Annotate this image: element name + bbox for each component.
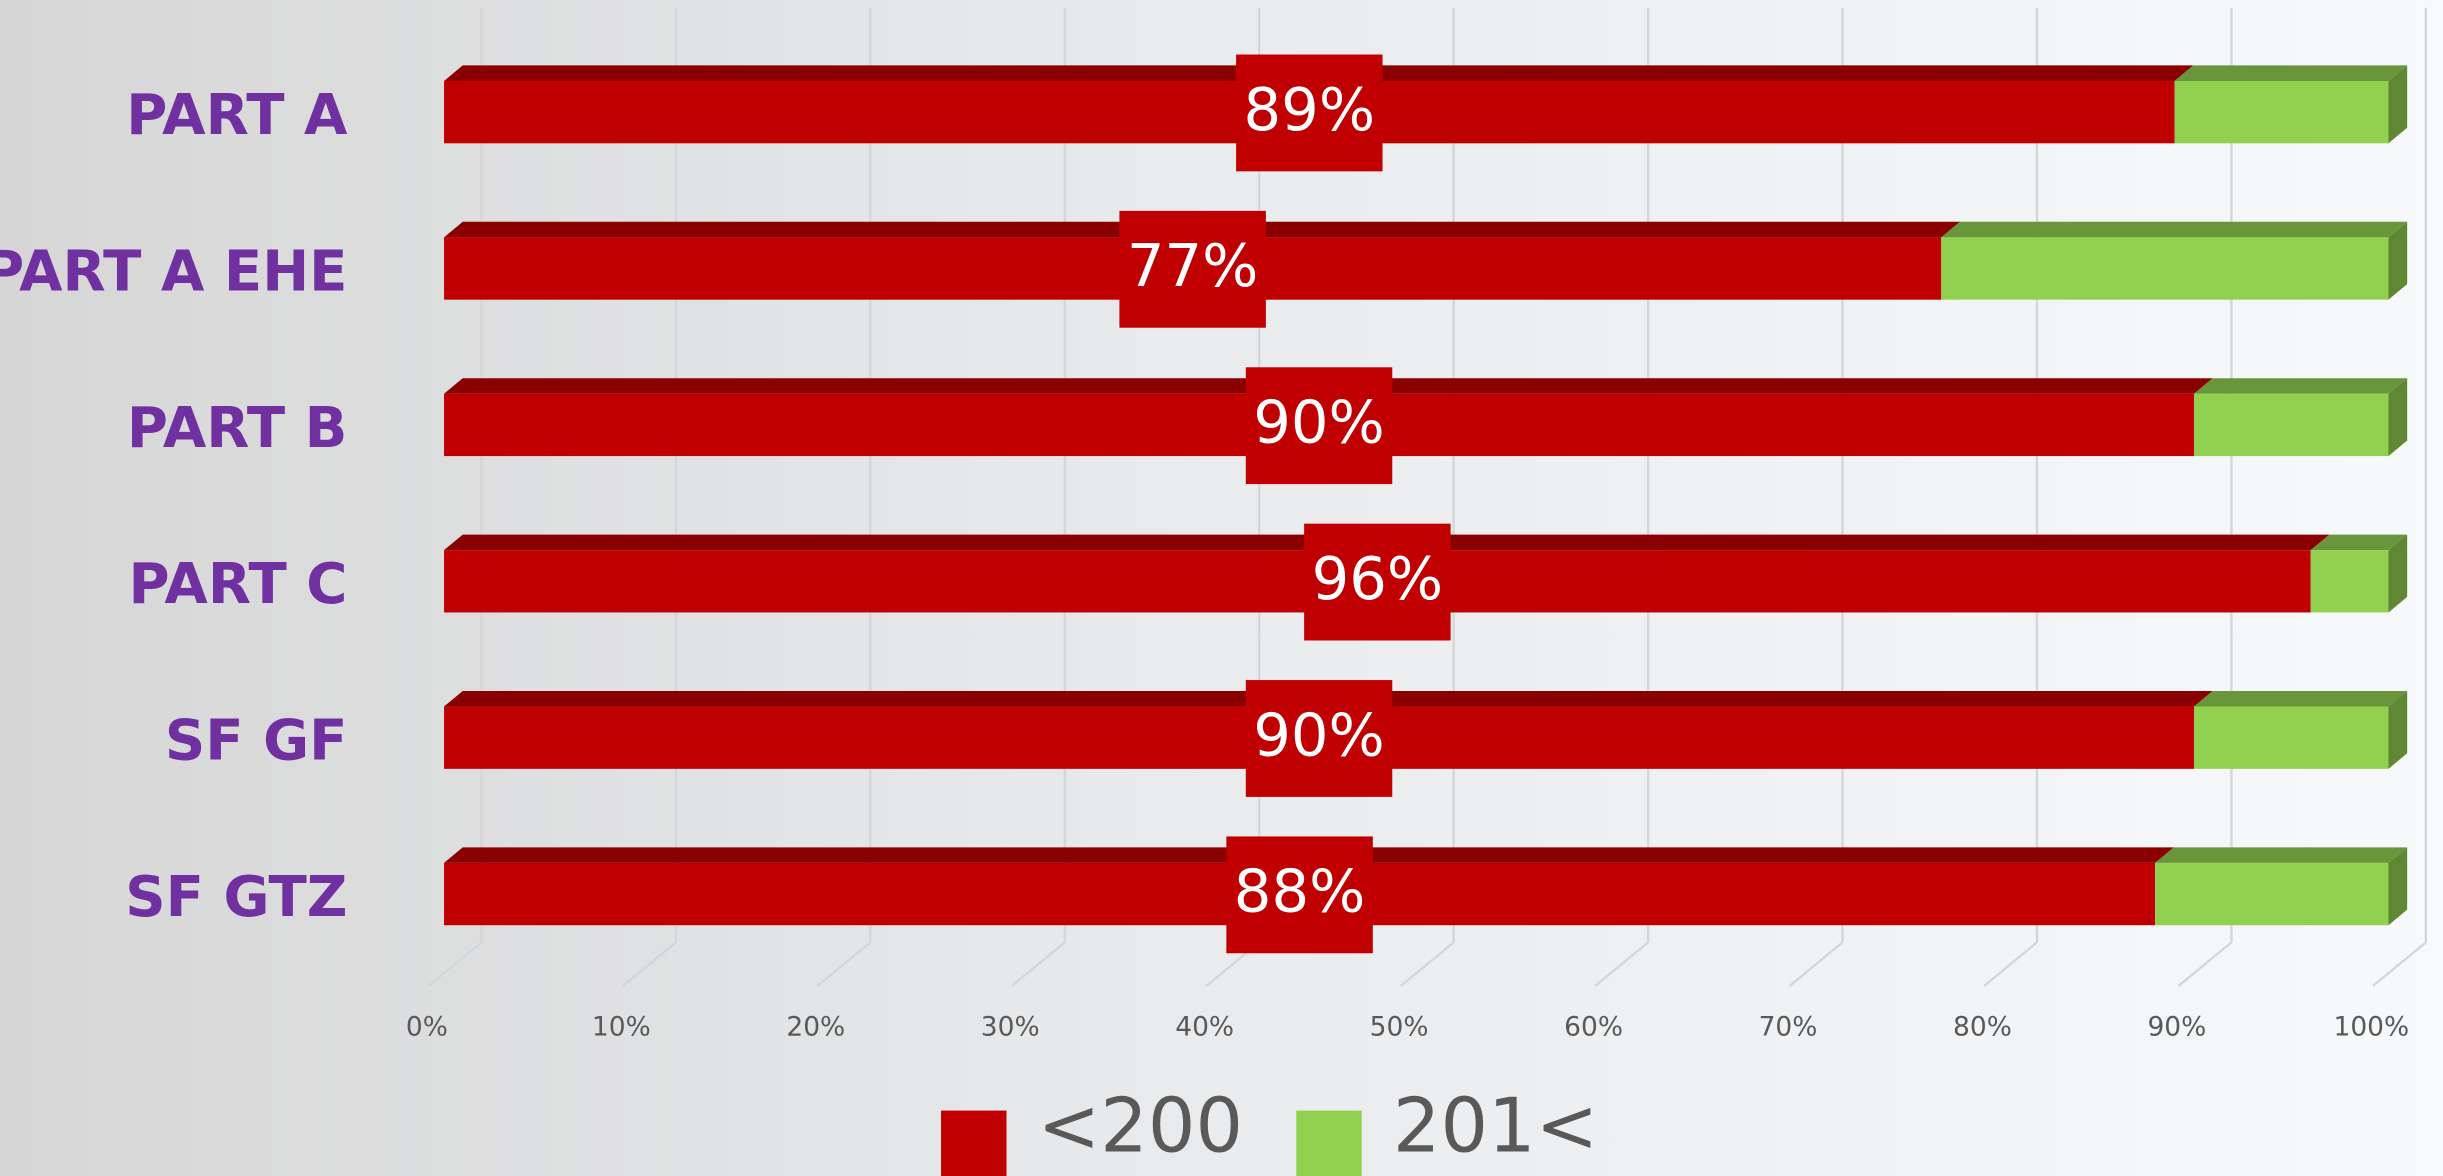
grid-floor-line: [427, 941, 483, 987]
bar-top: [2174, 65, 2408, 81]
bar: [2310, 550, 2389, 613]
grid-floor-line: [1011, 941, 1066, 987]
bar-side: [2388, 378, 2408, 457]
x-tick-label: 100%: [2333, 1012, 2409, 1043]
x-tick-label: 40%: [1175, 1012, 1234, 1043]
data-label: 89%: [1244, 75, 1376, 144]
bar: [1941, 237, 2389, 300]
x-tick-label: 70%: [1759, 1012, 1818, 1043]
grid-floor-line: [1399, 941, 1455, 987]
bar: [2194, 393, 2389, 457]
data-label: 88%: [1234, 857, 1366, 926]
category-label: PART A EHE: [0, 239, 347, 304]
grid-floor-line: [1788, 941, 1844, 987]
legend-swatch: [1296, 1110, 1362, 1176]
category-label: PART A: [126, 83, 348, 148]
bar-top: [2310, 534, 2408, 551]
bar-side: [2388, 534, 2408, 613]
data-label-box: [1304, 523, 1451, 641]
data-label: 90%: [1253, 700, 1385, 769]
x-tick-label: 50%: [1370, 1012, 1429, 1043]
data-label-box: [1226, 836, 1373, 954]
category-label: SF GTZ: [125, 865, 347, 930]
x-tick-label: 30%: [981, 1012, 1040, 1043]
bar-top: [2155, 847, 2408, 863]
bar: [2174, 80, 2389, 144]
category-label: SF GF: [165, 709, 348, 774]
data-label: 77%: [1127, 231, 1259, 300]
x-tick-label: 60%: [1564, 1012, 1623, 1043]
legend-label: <200: [1038, 1082, 1243, 1169]
data-label-box: [1245, 367, 1393, 485]
grid-floor-line: [2177, 941, 2233, 987]
data-label-box: [1236, 54, 1383, 172]
grid-floor-line: [1983, 941, 2038, 987]
bar-top: [2194, 690, 2408, 707]
grid-floor-line: [816, 941, 872, 987]
x-tick-label: 0%: [406, 1012, 448, 1043]
bar-top: [2194, 378, 2408, 394]
bar-top: [1941, 221, 2408, 238]
grid-floor-line: [622, 941, 677, 987]
bar-side: [2388, 847, 2408, 926]
bar-side: [2388, 221, 2408, 300]
legend-swatch: [941, 1110, 1007, 1176]
x-tick-label: 90%: [2147, 1012, 2206, 1043]
grid-floor-line: [1594, 941, 1649, 987]
data-label-box: [1245, 680, 1393, 797]
bar-side: [2388, 65, 2408, 144]
category-label: PART B: [127, 396, 348, 461]
data-label-box: [1119, 210, 1266, 328]
bar: [2155, 862, 2389, 926]
x-tick-label: 20%: [786, 1012, 845, 1043]
category-label: PART C: [128, 552, 347, 617]
bar: [2194, 706, 2389, 769]
data-label: 96%: [1312, 544, 1444, 613]
x-tick-label: 80%: [1953, 1012, 2012, 1043]
legend-label: 201<: [1393, 1082, 1598, 1169]
data-label: 90%: [1253, 388, 1385, 457]
grid-floor-line: [2372, 941, 2427, 987]
x-tick-label: 10%: [592, 1012, 651, 1043]
bar-side: [2388, 690, 2408, 769]
